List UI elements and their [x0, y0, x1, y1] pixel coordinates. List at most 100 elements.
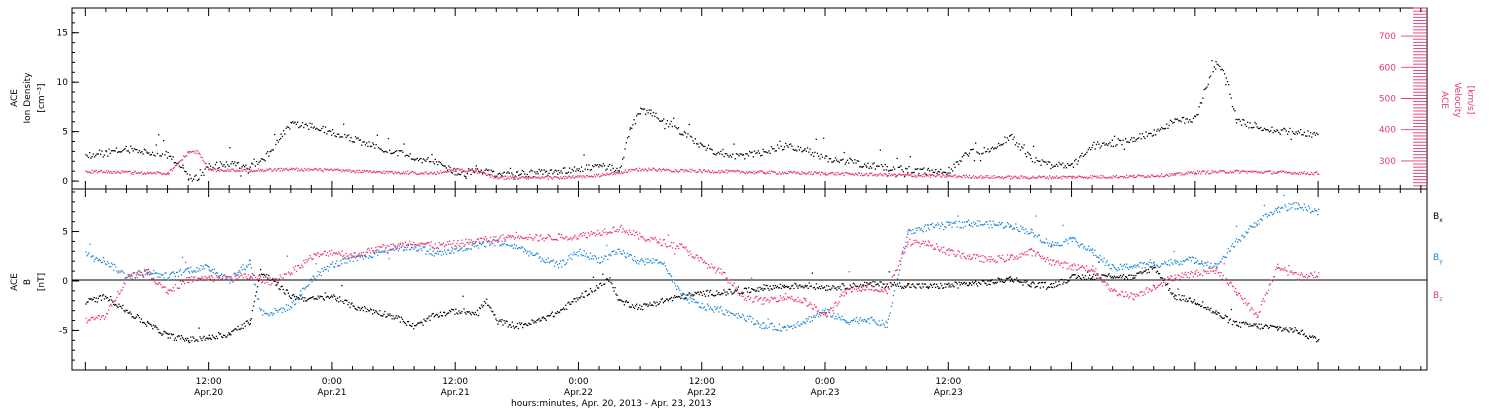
bx-point [1225, 315, 1227, 318]
velocity-point [281, 170, 283, 172]
bx-point [1076, 276, 1078, 279]
ion-density-point [600, 164, 602, 167]
velocity-point [774, 171, 776, 173]
velocity-point [920, 175, 922, 177]
by-point [653, 262, 655, 264]
velocity-point [1250, 170, 1252, 172]
velocity-point [1107, 177, 1109, 179]
by-point [249, 259, 251, 262]
bz-point [129, 275, 131, 277]
velocity-point [444, 170, 447, 172]
by-point [195, 271, 197, 273]
velocity-point [432, 173, 434, 175]
ion-density-point [623, 156, 625, 159]
ion-density-point [1117, 138, 1119, 140]
velocity-point [404, 171, 407, 173]
bx-point [842, 283, 844, 285]
velocity-point [1010, 175, 1013, 177]
by-point [795, 326, 797, 329]
ion-density-point [345, 136, 347, 139]
bx-point [366, 308, 369, 310]
ion-density-point [1009, 134, 1012, 137]
by-point [135, 274, 137, 276]
bx-point [201, 339, 203, 342]
velocity-point [470, 169, 472, 171]
bx-point [115, 303, 117, 306]
by-point [809, 321, 811, 323]
bx-point [1031, 281, 1033, 283]
velocity-point [1081, 176, 1084, 178]
by-point [390, 249, 392, 251]
ion-density-point [486, 169, 489, 171]
by-point [813, 315, 815, 317]
bx-point [104, 295, 107, 297]
bx-point [1273, 326, 1276, 328]
by-point [894, 285, 897, 287]
velocity-point [783, 171, 786, 173]
velocity-point [363, 169, 366, 172]
velocity-point [742, 171, 745, 173]
bx-point [512, 325, 514, 327]
bx-point [179, 338, 182, 340]
bx-point [843, 285, 845, 287]
by-point [242, 264, 244, 266]
bx-point [503, 320, 505, 322]
velocity-point [337, 168, 339, 170]
by-point [1313, 210, 1315, 212]
ion-density-point [693, 142, 695, 144]
ion-density-point [1164, 127, 1167, 130]
ion-density-point [433, 163, 436, 165]
velocity-point [1275, 172, 1277, 174]
velocity-point [574, 176, 576, 179]
bx-point [571, 301, 573, 303]
by-point [988, 227, 990, 229]
velocity-point [468, 169, 470, 172]
bx-point [224, 334, 226, 337]
bx-point [872, 281, 874, 283]
by-point [801, 323, 803, 325]
bz-point [246, 278, 248, 280]
by-point [882, 322, 884, 325]
by-point [132, 272, 134, 274]
bx-point [957, 287, 959, 289]
velocity-point [881, 174, 883, 176]
bz-point [111, 305, 113, 307]
by-point [571, 258, 573, 260]
velocity-point [567, 176, 569, 178]
ion-density-point [506, 172, 508, 174]
by-point [385, 246, 387, 249]
bx-point [491, 310, 493, 312]
ion-density-point [688, 123, 690, 126]
bz-point [157, 283, 159, 285]
by-point [1012, 228, 1014, 230]
velocity-point [989, 177, 991, 179]
by-point [119, 271, 121, 274]
ion-density-point [753, 150, 756, 152]
by-point [96, 257, 98, 260]
bx-point [1035, 286, 1037, 288]
ion-density-point [497, 173, 499, 175]
bx-point [899, 282, 901, 284]
bx-point [456, 312, 458, 314]
bx-point [276, 283, 278, 285]
by-point [1047, 245, 1050, 247]
bz-point [198, 277, 200, 279]
by-point [667, 273, 670, 275]
bx-point [623, 304, 625, 306]
velocity-point [1264, 171, 1266, 173]
velocity-point [1009, 178, 1012, 180]
by-point [1156, 265, 1159, 267]
velocity-point [308, 170, 310, 172]
ion-density-point [1148, 133, 1150, 135]
bx-point [208, 334, 210, 336]
by-point [1264, 213, 1266, 215]
bx-point [641, 305, 643, 307]
bx-point [1103, 274, 1105, 276]
velocity-point [1122, 177, 1125, 179]
ion-density-point [538, 168, 540, 171]
by-point [629, 254, 632, 256]
velocity-point [510, 177, 512, 179]
by-point [300, 290, 302, 292]
velocity-point [839, 174, 841, 176]
velocity-point [1035, 177, 1037, 179]
